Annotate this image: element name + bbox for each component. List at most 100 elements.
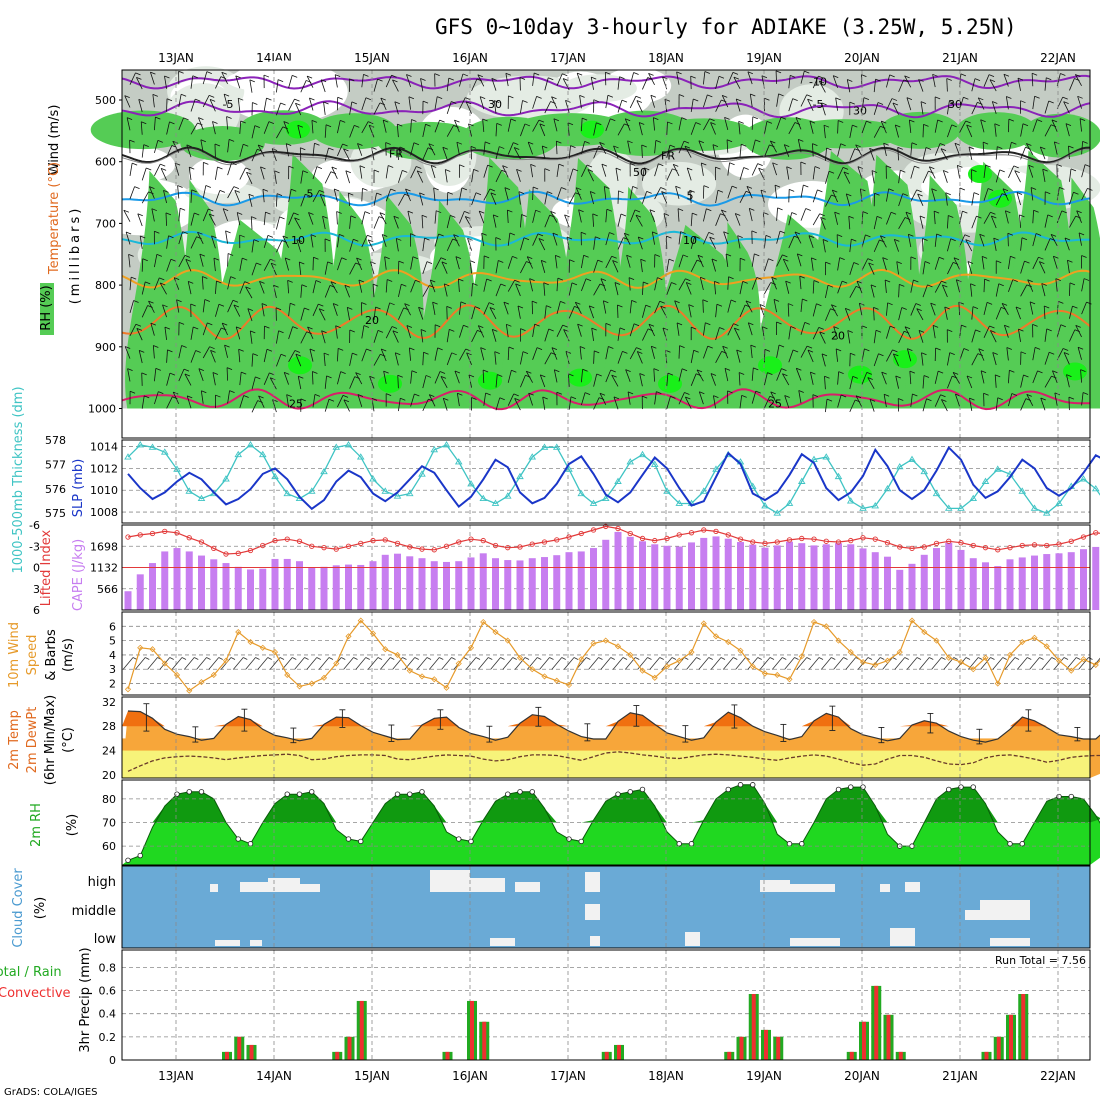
wind-barb — [444, 169, 448, 183]
wind-barb — [849, 376, 854, 390]
rh-saturated-spot — [378, 374, 402, 393]
cape-bar — [259, 568, 267, 610]
wind-barb-flag — [896, 261, 902, 264]
wind-barb-flag — [211, 235, 217, 239]
wind-barb — [288, 303, 291, 317]
surface-wind-barb — [612, 657, 624, 670]
wind-barb — [837, 371, 840, 385]
wind-barb-flag — [328, 398, 335, 402]
wind-barb-flag — [438, 233, 444, 237]
wind-speed-point — [712, 633, 720, 640]
thickness-point — [565, 465, 573, 472]
wind-barb-flag — [706, 208, 712, 212]
wind-barb-flag — [1019, 214, 1025, 218]
wind-barb — [812, 75, 819, 89]
temp-warm-area — [122, 711, 1100, 727]
wind-barb-flag — [948, 215, 954, 218]
wind-barb — [295, 103, 302, 116]
temp-line — [127, 710, 1100, 743]
wind-barb — [782, 258, 790, 272]
wind-ytick: 5 — [109, 635, 116, 648]
cape-bar — [1067, 552, 1075, 610]
wind-barb-flag — [365, 97, 372, 101]
cape-bar — [969, 558, 977, 610]
wind-barb — [994, 374, 997, 388]
wind-barb-flag — [572, 168, 579, 172]
wind-speed-point — [872, 661, 879, 669]
thickness-point — [222, 475, 230, 482]
wind-barb — [324, 124, 327, 138]
surface-wind-barb-flag — [206, 657, 211, 660]
wind-barb — [284, 257, 289, 271]
wind-barb-flag — [670, 396, 676, 399]
cape-bar — [884, 556, 891, 610]
thickness-point — [454, 458, 463, 465]
wind-barb — [1069, 306, 1073, 319]
cloud-block — [760, 880, 790, 892]
wind-barb-flag — [697, 254, 704, 258]
wind-barb — [515, 283, 521, 297]
wind-barb — [886, 98, 893, 111]
wind-barb — [764, 121, 768, 135]
wind-barb-flag — [908, 233, 914, 237]
li-point — [1019, 542, 1025, 549]
wind-speed-point — [933, 637, 940, 644]
wind-barb-flag — [497, 374, 503, 377]
wind-barb-flag — [350, 215, 356, 219]
cape-bar — [136, 574, 144, 610]
wind-barb — [221, 322, 228, 336]
wind-barb-flag — [606, 208, 613, 212]
wind-barb — [190, 189, 193, 203]
wind-barb-flag — [328, 147, 334, 151]
wind-barb — [385, 165, 389, 179]
wind-barb-flag — [807, 349, 814, 353]
wind-barb-flag — [570, 145, 576, 148]
wind-barb — [405, 188, 411, 202]
wind-barb-flag — [597, 259, 603, 263]
wind-barb-flag — [155, 367, 161, 371]
wind-barb — [227, 186, 235, 199]
wind-barb-flag — [792, 349, 799, 353]
wind-barb — [141, 258, 144, 272]
rh-saturated-spot — [1063, 362, 1087, 381]
wind-barb-flag — [794, 231, 801, 235]
surface-wind-barb — [992, 657, 1004, 670]
wind-barb-flag — [895, 124, 901, 128]
wind-barb — [825, 147, 827, 161]
day-label-bottom: 19JAN — [746, 1069, 782, 1083]
wind-barb — [1032, 370, 1038, 384]
wind-barb — [800, 345, 808, 358]
wind-barb-flag — [949, 352, 955, 355]
wind-barb — [1044, 352, 1050, 365]
wind-barb-flag — [202, 276, 208, 279]
wind-barb-flag — [333, 303, 339, 306]
wind-barb — [520, 237, 525, 251]
wind-barb-flag — [867, 377, 873, 380]
wind-barb — [459, 348, 467, 361]
surface-wind-barb-flag — [720, 657, 726, 660]
wind-speed-point — [847, 649, 854, 656]
wind-barb-flag — [835, 97, 841, 101]
wind-barb-flag — [201, 390, 207, 394]
wind-barb — [1020, 284, 1028, 297]
wind-barb-flag — [884, 279, 891, 283]
wind-barb-flag — [514, 279, 520, 283]
wind-speed-point — [455, 660, 462, 667]
wind-barb — [703, 118, 710, 131]
surface-wind-barb-flag — [1039, 657, 1044, 660]
rh2m-point — [958, 784, 964, 790]
surface-wind-barb — [637, 657, 648, 670]
upper-ytick: 800 — [95, 279, 116, 292]
cloud-level-low: low — [94, 932, 117, 947]
wind-barb-flag — [399, 146, 405, 150]
wind-barb-flag — [534, 323, 540, 327]
wind-barb-flag — [156, 253, 163, 257]
surface-wind-barb — [134, 657, 146, 670]
wind-barb-flag — [407, 210, 414, 214]
wind-barb — [821, 353, 826, 367]
surface-wind-barb-flag — [929, 657, 934, 660]
wind-barb — [578, 209, 582, 223]
wind-barb — [629, 96, 637, 109]
wind-barb — [617, 304, 619, 318]
